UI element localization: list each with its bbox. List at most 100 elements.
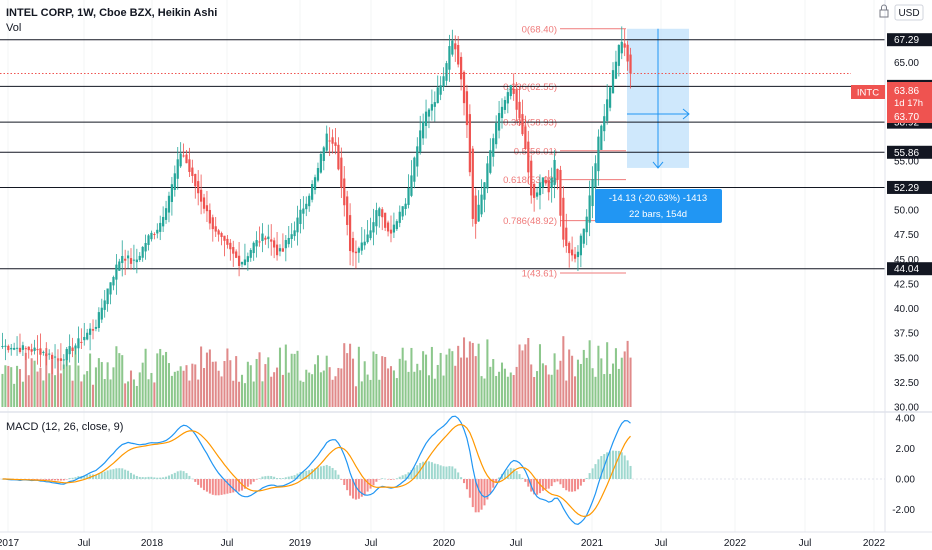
candle-body bbox=[594, 163, 597, 188]
range-arrow-head bbox=[652, 161, 664, 169]
volume-bar bbox=[448, 348, 451, 407]
macd-histogram-bar bbox=[311, 469, 314, 479]
volume-bar bbox=[492, 359, 495, 407]
volume-bar bbox=[576, 359, 579, 407]
macd-histogram-bar bbox=[316, 467, 319, 479]
volume-bar bbox=[512, 375, 515, 407]
volume-bar bbox=[556, 369, 559, 407]
time-tick-label: 2022 bbox=[724, 538, 747, 549]
currency-selector[interactable]: USD bbox=[894, 4, 924, 21]
macd-histogram-bar bbox=[363, 479, 366, 495]
volume-bar bbox=[127, 381, 130, 407]
secondary-price: 63.70 bbox=[894, 112, 919, 123]
candle-body bbox=[372, 222, 375, 233]
volume-bar bbox=[325, 355, 328, 407]
candle-body bbox=[205, 205, 209, 212]
volume-bar bbox=[389, 366, 393, 407]
candle-body bbox=[182, 155, 185, 157]
chart-title: INTEL CORP, 1W, Cboe BZX, Heikin Ashi bbox=[6, 7, 217, 19]
candle-body bbox=[59, 358, 62, 361]
macd-histogram-bar bbox=[468, 479, 471, 498]
volume-bar bbox=[360, 381, 363, 407]
volume-bar bbox=[407, 371, 410, 407]
macd-tick-label: 0.00 bbox=[896, 475, 916, 486]
price-tick-label: 40.00 bbox=[894, 304, 919, 315]
macd-histogram-bar bbox=[375, 479, 378, 482]
level-tag: 58.92 bbox=[894, 118, 919, 129]
macd-histogram-bar bbox=[39, 479, 42, 480]
volume-bar bbox=[544, 365, 547, 407]
candle-body bbox=[71, 347, 74, 352]
candle-body bbox=[287, 237, 290, 245]
macd-histogram-bar bbox=[553, 479, 556, 483]
last-price: 63.86 bbox=[894, 86, 919, 97]
macd-histogram-bar bbox=[465, 479, 468, 490]
volume-bar bbox=[582, 349, 585, 407]
price-tick-label: 32.50 bbox=[894, 378, 919, 389]
volume-bar bbox=[392, 370, 395, 407]
volume-bar bbox=[500, 362, 504, 407]
candle-body bbox=[232, 247, 235, 254]
candle-body bbox=[343, 178, 346, 206]
volume-bar bbox=[483, 378, 486, 407]
volume-bar bbox=[617, 368, 620, 407]
volume-bar bbox=[56, 358, 59, 407]
macd-histogram-bar bbox=[384, 478, 387, 480]
candle-body bbox=[121, 255, 124, 264]
price-axis: 70.0065.0060.0055.0050.0047.5045.0042.50… bbox=[0, 0, 932, 532]
macd-histogram-bar bbox=[474, 479, 477, 513]
macd-histogram-bar bbox=[115, 468, 118, 479]
macd-histogram-bar bbox=[214, 479, 217, 496]
volume-bar bbox=[413, 371, 416, 407]
candle-body bbox=[465, 91, 469, 126]
volume-bar bbox=[439, 352, 442, 407]
candle-body bbox=[346, 196, 349, 225]
macd-histogram-bar bbox=[541, 479, 544, 491]
candle-body bbox=[135, 259, 138, 263]
currency-label: USD bbox=[898, 8, 919, 19]
volume-bar bbox=[97, 358, 100, 407]
candle-body bbox=[392, 224, 396, 233]
candle-body bbox=[30, 349, 33, 352]
macd-histogram-bar bbox=[588, 473, 591, 479]
volume-bar bbox=[550, 374, 553, 407]
lock-icon[interactable] bbox=[879, 4, 889, 18]
macd-histogram-bar bbox=[471, 479, 474, 508]
candle-body bbox=[281, 248, 285, 252]
volume-bar bbox=[270, 376, 273, 407]
macd-histogram-bar bbox=[144, 477, 147, 479]
candle-body bbox=[430, 104, 434, 111]
macd-histogram-bar bbox=[544, 479, 547, 490]
measure-change: -14.13 (-20.63%) -1413 bbox=[609, 193, 707, 204]
candle-body bbox=[264, 237, 267, 240]
candle-body bbox=[521, 114, 524, 135]
candle-body bbox=[296, 217, 299, 233]
volume-bar bbox=[503, 368, 506, 407]
volume-bar bbox=[340, 368, 343, 407]
macd-histogram-bar bbox=[194, 479, 197, 482]
macd-histogram-bar bbox=[249, 479, 252, 485]
level-tag: 55.86 bbox=[894, 148, 919, 159]
macd-pane bbox=[0, 415, 885, 525]
volume-bar bbox=[457, 345, 460, 407]
candle-body bbox=[302, 208, 305, 214]
candle-body bbox=[109, 282, 112, 295]
volume-bar bbox=[495, 375, 498, 407]
volume-bar bbox=[153, 382, 156, 407]
countdown: 1d 17h bbox=[894, 98, 923, 109]
macd-histogram-bar bbox=[147, 476, 150, 479]
volume-bar bbox=[351, 358, 355, 407]
candle-body bbox=[535, 192, 539, 197]
time-tick-label: Jul bbox=[78, 538, 91, 549]
macd-histogram-bar bbox=[515, 471, 518, 479]
time-tick-label: 2022 bbox=[863, 538, 886, 549]
macd-histogram-bar bbox=[159, 477, 162, 479]
candle-body bbox=[249, 250, 252, 258]
candle-body bbox=[252, 242, 255, 254]
level-tag: 52.29 bbox=[894, 183, 919, 194]
candle-body bbox=[626, 44, 629, 62]
candle-body bbox=[39, 348, 42, 355]
volume-bar bbox=[112, 367, 115, 407]
volume-bar bbox=[150, 372, 153, 407]
